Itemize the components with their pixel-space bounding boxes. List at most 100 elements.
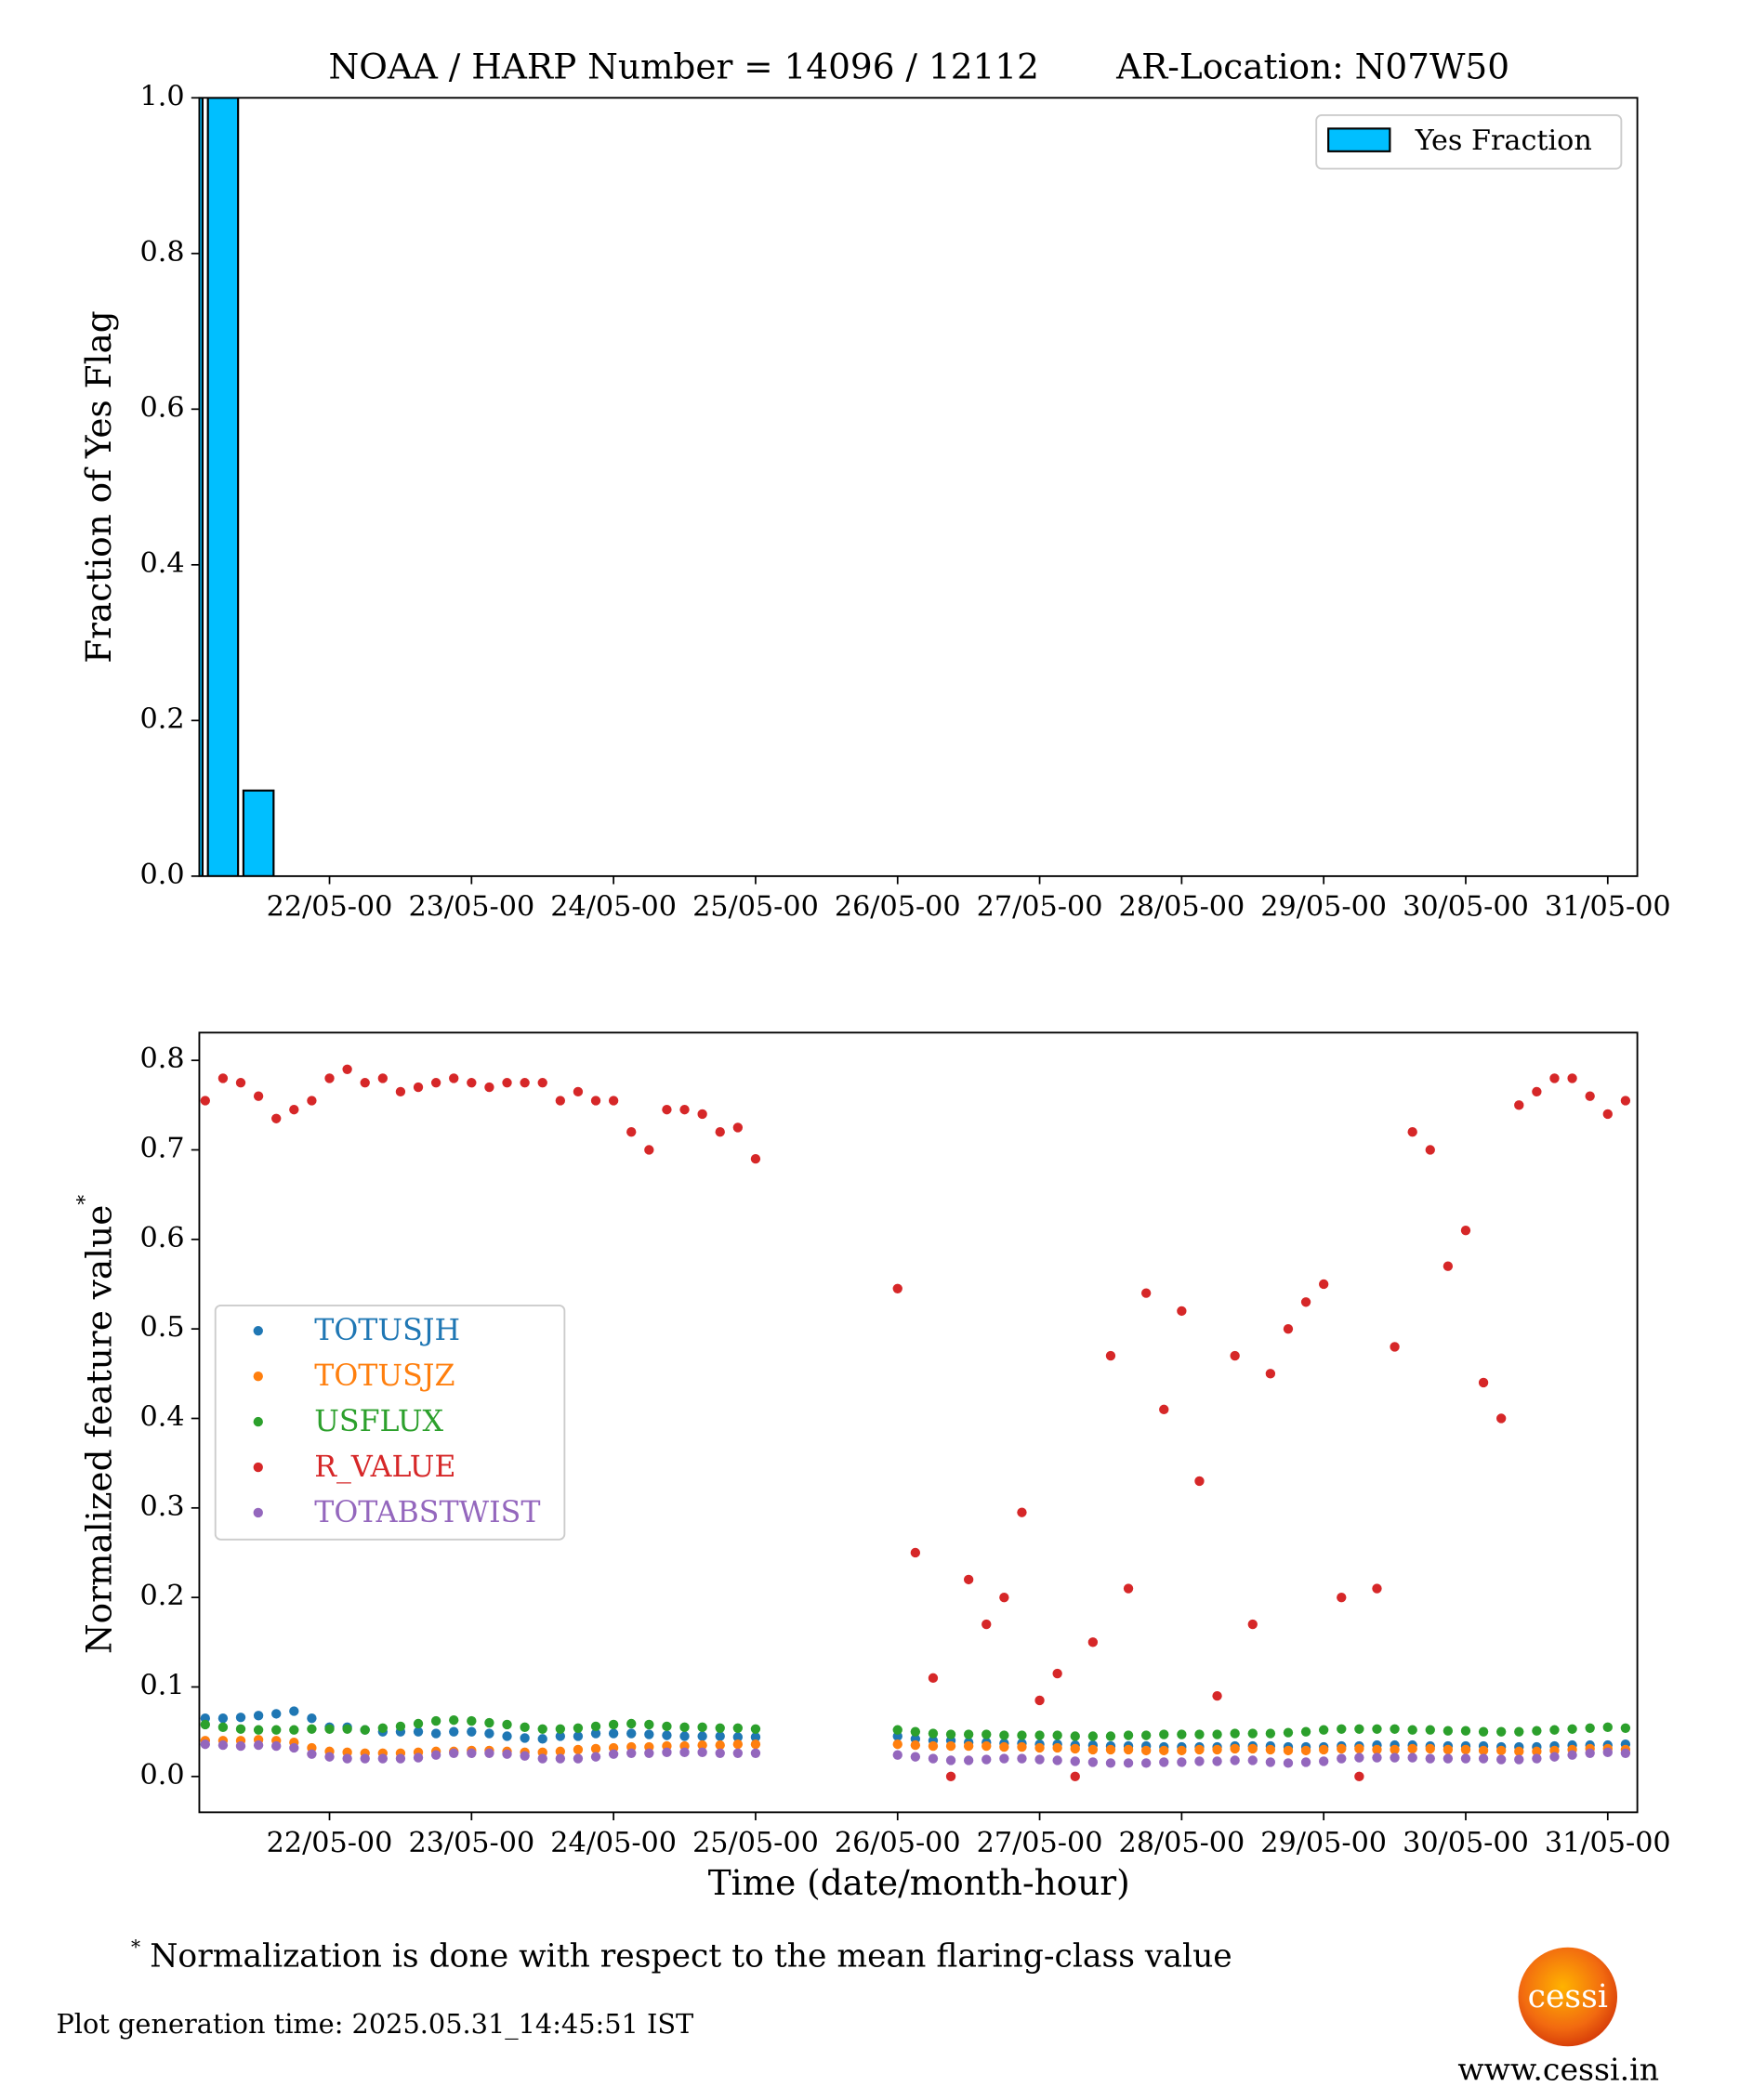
point [1318, 1744, 1329, 1755]
point [555, 1724, 566, 1734]
point [1052, 1742, 1062, 1753]
y-axis-label-text: Normalized feature value [78, 1205, 119, 1654]
point [1230, 1350, 1240, 1361]
point [342, 1064, 352, 1074]
y-tick-label: 0.8 [140, 236, 185, 269]
point [1123, 1758, 1134, 1768]
legend-frame [1315, 114, 1623, 170]
bar [206, 98, 240, 876]
point [1265, 1744, 1276, 1755]
point [697, 1731, 707, 1741]
point [1159, 1745, 1169, 1756]
point [573, 1731, 584, 1741]
point [360, 1725, 370, 1735]
x-tick-label: 26/05-00 [835, 890, 961, 923]
y-tick-label: 1.0 [140, 80, 185, 112]
legend-marker [253, 1371, 263, 1382]
point [945, 1740, 956, 1752]
x-tick-label: 25/05-00 [692, 890, 819, 923]
point [1318, 1725, 1329, 1735]
point [1354, 1771, 1364, 1782]
point [732, 1739, 744, 1750]
point [1460, 1226, 1471, 1236]
point [1549, 1073, 1560, 1083]
point [590, 1743, 601, 1754]
point [697, 1722, 707, 1733]
point [395, 1721, 406, 1732]
point [307, 1096, 317, 1106]
point [520, 1733, 530, 1743]
point [253, 1739, 264, 1751]
x-tick-label: 29/05-00 [1260, 890, 1387, 923]
point [750, 1748, 761, 1758]
point [1034, 1695, 1045, 1706]
point [626, 1728, 637, 1739]
point [999, 1753, 1009, 1764]
legend-marker [253, 1416, 263, 1427]
x-tick-label: 28/05-00 [1118, 890, 1245, 923]
plot-frame [198, 97, 1639, 877]
point [644, 1719, 654, 1730]
point [590, 1752, 601, 1762]
generation-time: Plot generation time: 2025.05.31_14:45:5… [56, 2008, 693, 2040]
point [555, 1096, 566, 1106]
point [1194, 1729, 1205, 1739]
point [697, 1747, 707, 1757]
point [1177, 1745, 1187, 1756]
point [1265, 1369, 1276, 1379]
point [1478, 1377, 1489, 1388]
point [1212, 1744, 1222, 1755]
point [1283, 1745, 1294, 1756]
y-tick-label: 0.6 [140, 391, 185, 424]
point [377, 1073, 389, 1083]
point [1372, 1724, 1382, 1734]
point [217, 1713, 229, 1724]
point [732, 1723, 744, 1733]
point [590, 1721, 601, 1732]
point [253, 1725, 264, 1735]
x-tick-label: 23/05-00 [408, 890, 534, 923]
point [1478, 1726, 1489, 1737]
point [750, 1732, 761, 1742]
point [750, 1153, 761, 1164]
point [963, 1755, 974, 1765]
point [520, 1751, 530, 1761]
point [200, 1739, 210, 1750]
point [945, 1729, 956, 1739]
point [307, 1724, 317, 1734]
point [892, 1725, 902, 1735]
bars [199, 98, 275, 876]
point [715, 1748, 725, 1758]
point [1495, 1413, 1507, 1424]
chart-title: NOAA / HARP Number = 14096 / 12112 AR-Lo… [328, 46, 1509, 87]
point [555, 1746, 566, 1757]
point [1390, 1342, 1400, 1352]
plot-frame [198, 1031, 1639, 1814]
point [377, 1723, 389, 1733]
point [608, 1749, 619, 1759]
point [662, 1747, 672, 1757]
point [307, 1713, 317, 1724]
x-tick-label: 22/05-00 [267, 890, 393, 923]
x-tick-label: 27/05-00 [977, 1827, 1103, 1859]
point [1017, 1730, 1027, 1740]
point [1514, 1726, 1524, 1737]
legend-label: TOTABSTWIST [314, 1496, 540, 1529]
point [662, 1104, 672, 1115]
point [679, 1747, 690, 1757]
point [715, 1127, 725, 1137]
point [1620, 1096, 1631, 1106]
point [910, 1726, 921, 1737]
point [235, 1078, 246, 1088]
point [484, 1717, 494, 1728]
point [271, 1725, 282, 1735]
point [715, 1723, 725, 1733]
point [342, 1753, 352, 1764]
point [1070, 1731, 1080, 1741]
point [253, 1711, 264, 1721]
x-tick-label: 30/05-00 [1403, 1827, 1529, 1859]
point [449, 1748, 459, 1758]
point [1620, 1748, 1631, 1758]
point [520, 1722, 530, 1733]
point [1283, 1727, 1294, 1738]
